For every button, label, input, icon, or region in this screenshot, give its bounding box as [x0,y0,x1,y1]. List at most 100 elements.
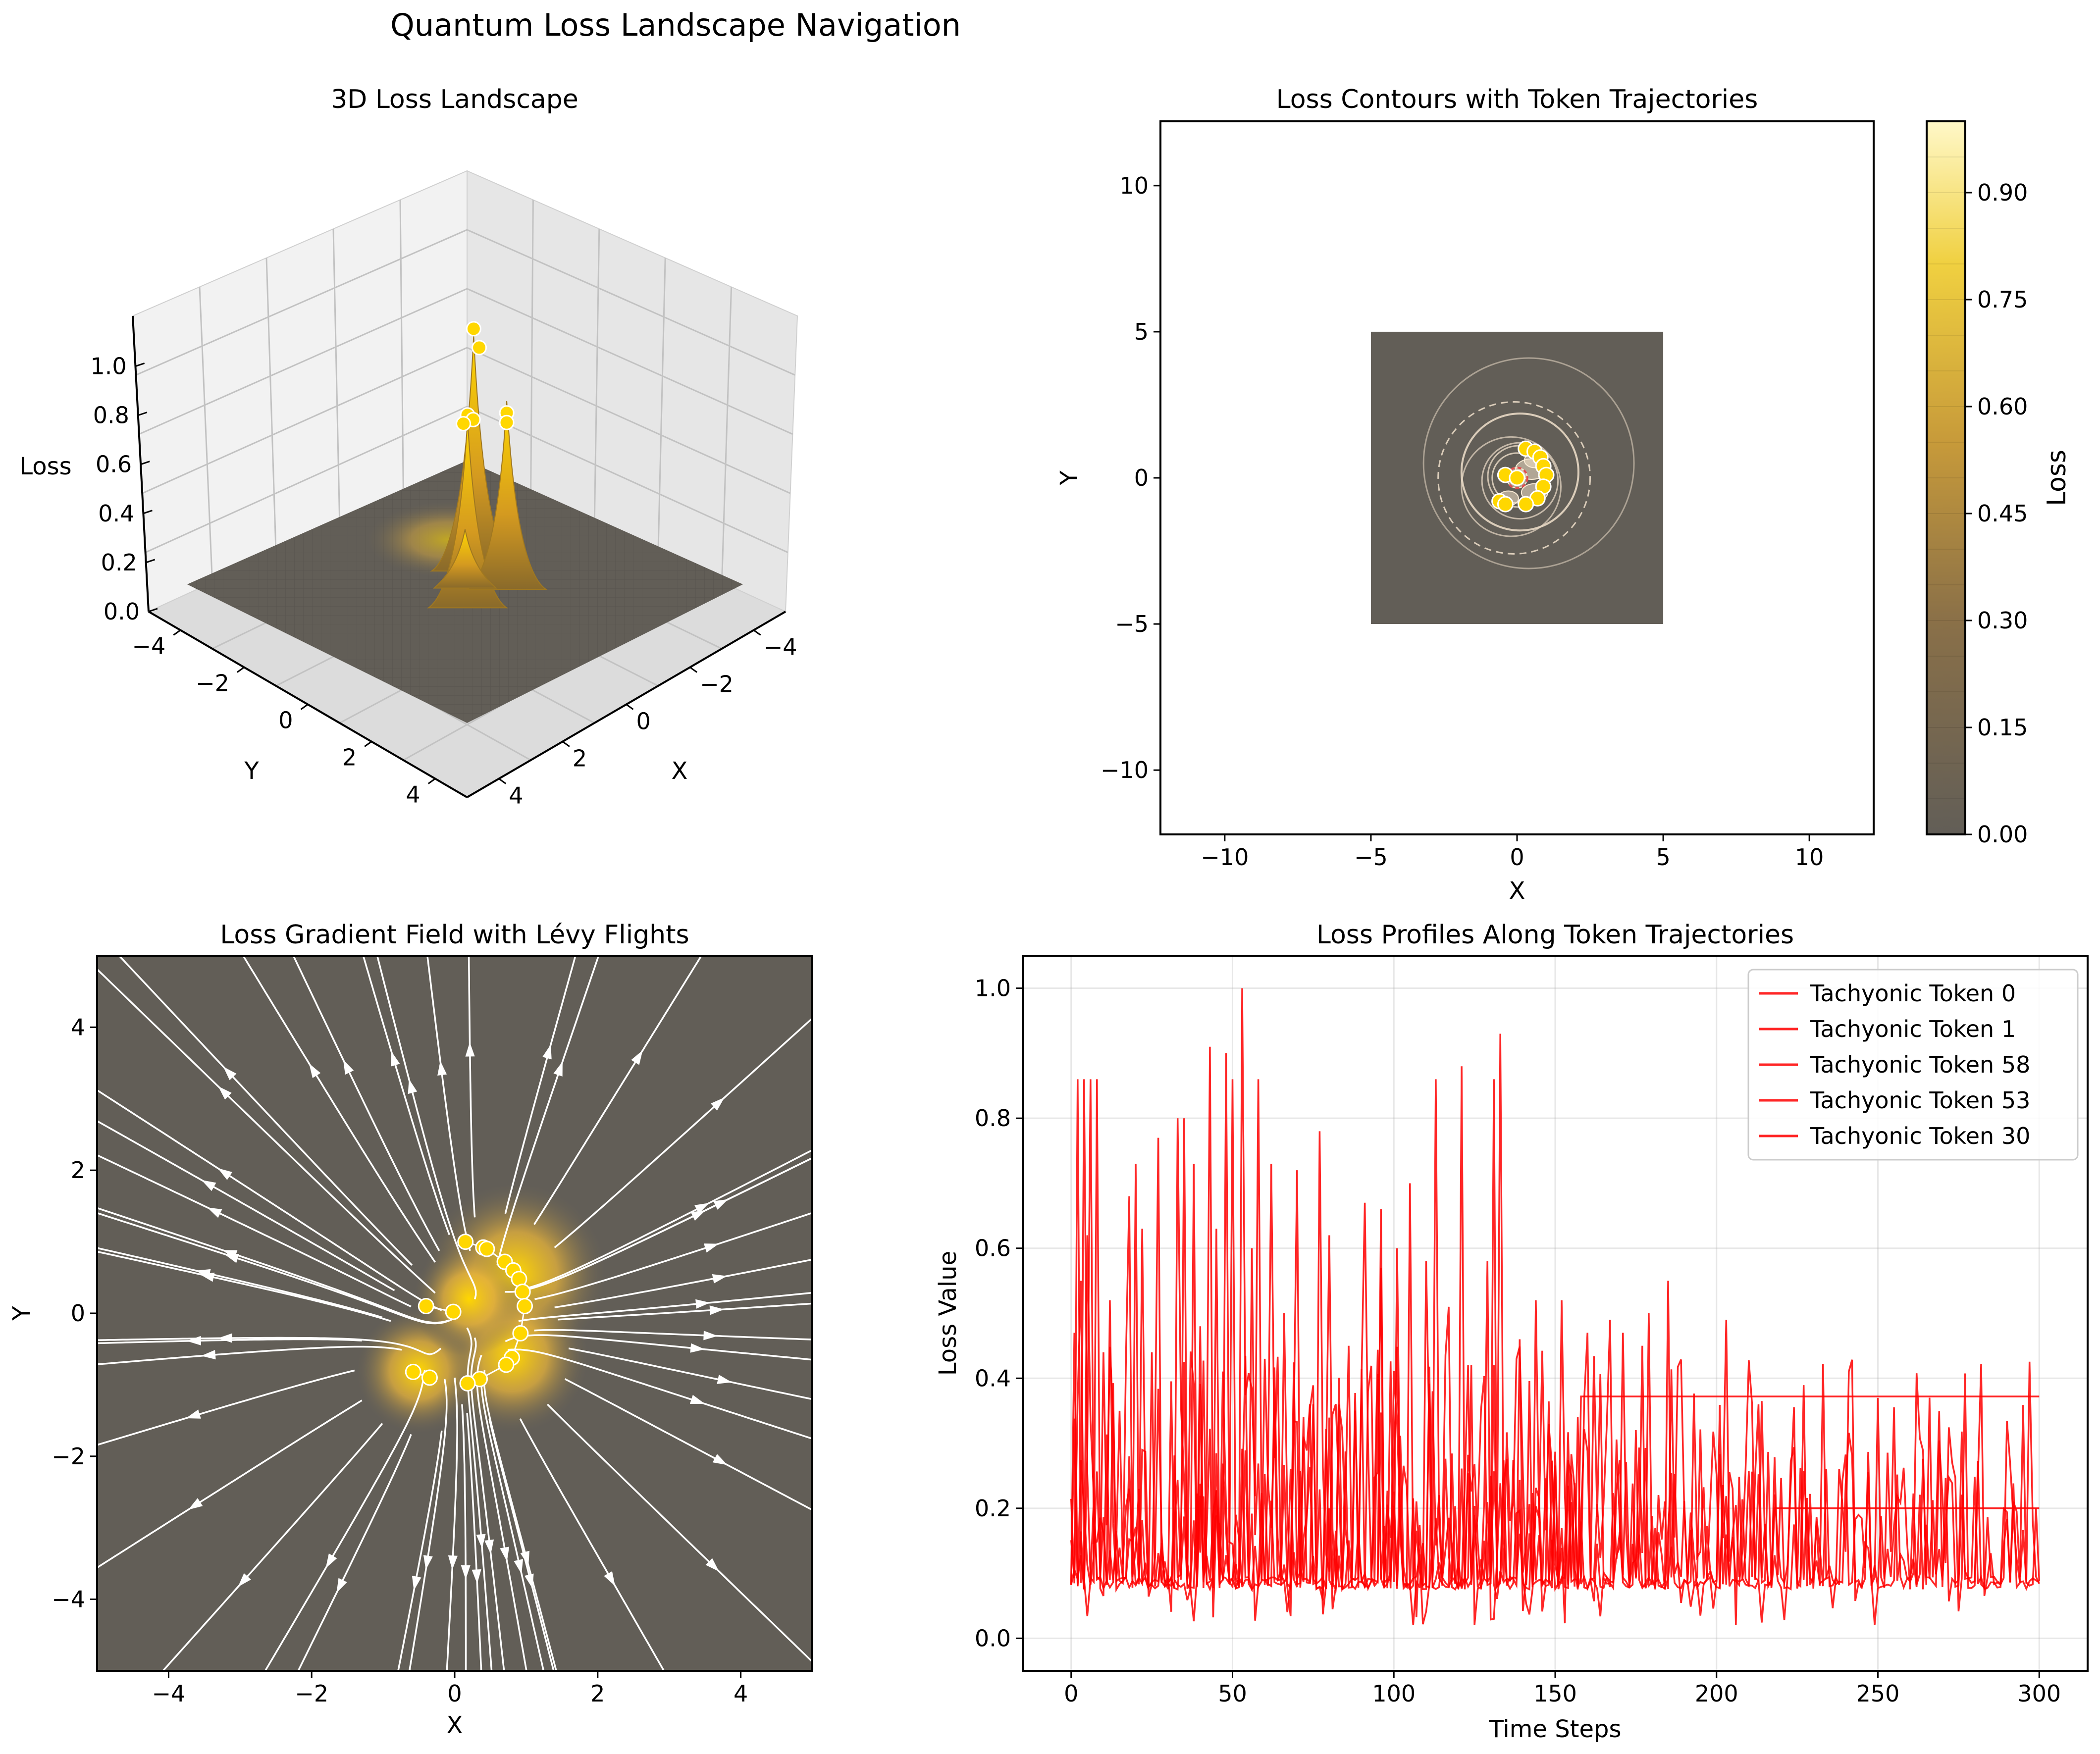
streamline [97,1250,391,1322]
line-x-tick-label: 100 [1372,1680,1416,1707]
surface-token-marker [456,416,472,432]
streamline-arrow [514,1559,524,1574]
streamline-arrow [709,1305,724,1315]
streamline [547,1403,812,1663]
streamline-arrow [217,1333,232,1343]
contour-x-tick-label: 0 [1510,844,1524,871]
stream-tokens [405,1234,533,1392]
stream-y-tick-label: 2 [71,1157,85,1184]
line-series [1070,988,2041,1626]
stream-y-tick-label: 4 [71,1014,85,1040]
stream-token-marker [498,1356,515,1373]
surface-x-tick-label: −2 [700,671,734,698]
streamline-arrow [476,1534,486,1549]
legend: Tachyonic Token 0 Tachyonic Token 1 Tachyo… [1747,969,2079,1161]
contour-y-tick-label: 10 [1119,172,1149,199]
streamline [408,1379,448,1671]
loss-series-line [1070,1326,2040,1625]
streamline [515,1149,812,1291]
contour-line [1461,436,1562,537]
streamline [397,1430,443,1671]
streamline [480,1386,545,1671]
streamline [97,1212,452,1325]
stream-xlabel: X [447,1711,463,1739]
streamline-arrow [217,1168,233,1180]
streamline-arrow [201,1180,216,1191]
streamline [426,956,471,1251]
surface-panel: 3D Loss Landscape 0.0 0.2 0.4 0.6 0.8 1.0 −4 −2… [19,85,798,809]
surface-z-tick-label: 0.2 [101,549,137,576]
contour-x-tick-label: −5 [1354,844,1388,871]
streamline [564,1378,812,1511]
contour-title: Loss Contours with Token Trajectories [1276,85,1758,114]
streamline-arrow [703,1331,718,1341]
streamline-arrow [484,1539,494,1554]
streamline-arrow [391,1051,400,1067]
line-ticks: 0 50 100 150 200 250 300 0.0 0.2 0.4 0.6 0.8 1.0 [975,975,2061,1707]
surface-z-tick-label: 0.8 [93,402,129,429]
streamline-arrow [343,1060,354,1075]
surface-x-tick [498,778,507,784]
streamline-arrow [412,1575,421,1591]
surface-y-tick [427,778,436,784]
stream-token-marker [478,1240,495,1257]
contour-center-ring [1506,466,1528,489]
surface-y-tick [237,667,245,673]
line-y-tick-label: 0.2 [975,1495,1011,1522]
surface-y-tick [364,741,372,747]
stream-token-marker [459,1375,476,1392]
contour-y-tick-label: −10 [1101,757,1149,783]
streamline [496,956,600,1266]
streamline-arrow [309,1063,321,1079]
contour-xlabel: X [1509,877,1525,905]
streamline-arrow [325,1553,337,1568]
surface-token-marker [499,414,515,430]
surface-ylabel: Y [244,757,259,785]
line-y-tick-label: 0.4 [975,1365,1011,1392]
surface-y-tick-label: 2 [342,744,357,771]
stream-token-marker [418,1298,434,1315]
stream-token-marker [457,1234,474,1250]
colorbar-tick-label: 0.60 [1977,393,2028,420]
surface-y-tick-label: 0 [278,707,293,734]
surface-peak [466,401,548,590]
colorbar: 0.00 0.15 0.30 0.45 0.60 0.75 0.90 Loss [1926,120,2072,848]
colorbar-tick-label: 0.45 [1977,500,2028,527]
surface-y-tick [173,629,181,636]
streamline-arrow [472,1569,481,1584]
surface-y-tick-label: −4 [132,633,165,660]
stream-x-tick-label: 4 [734,1680,748,1707]
streamline [461,1404,467,1671]
stream-title: Loss Gradient Field with Lévy Flights [220,920,689,950]
streamline-arrow [712,1274,727,1284]
streamline-arrow [408,1079,418,1094]
streamline [488,1418,555,1671]
colorbar-frame [1926,120,1966,835]
line-ylabel: Loss Value [934,1251,962,1376]
streamline-arrow [553,1061,563,1077]
legend-box [1747,969,2079,1161]
streamline [534,1212,812,1300]
streamline [468,956,476,1218]
streamline [466,1413,482,1671]
streamline [533,956,703,1225]
contour-token-marker [1518,496,1534,513]
streamline [297,1434,412,1671]
streamline [554,1017,812,1248]
line-x-tick-label: 50 [1218,1680,1247,1707]
surface-x-tick-label: 2 [573,745,587,772]
streamlines [97,956,812,1671]
stream-token-marker [512,1325,529,1341]
streamline-arrow [690,1343,705,1353]
streamline-arrow [224,1254,239,1263]
contour-panel: Loss Contours with Token Trajectories −1… [1055,85,2072,905]
streamline [97,1345,402,1365]
streamline [470,1337,505,1671]
line-x-tick-label: 0 [1064,1680,1078,1707]
streamline [97,1338,362,1344]
streamline-arrow [631,1050,643,1065]
contour-line [1460,413,1579,532]
stream-panel: Loss Gradient Field with Lévy Flights −4… [8,920,813,1739]
colorbar-tick-label: 0.00 [1977,821,2028,848]
